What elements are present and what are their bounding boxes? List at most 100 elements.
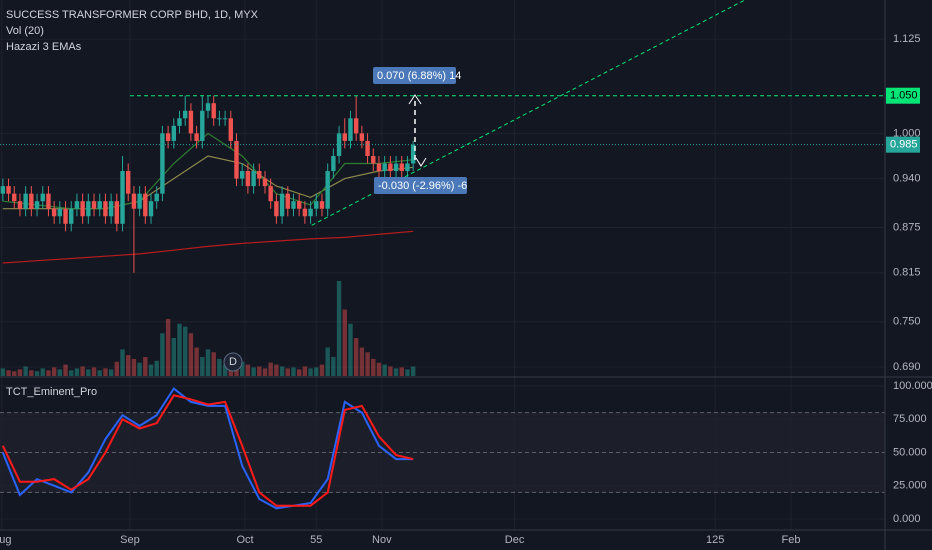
osc-title: TCT_Eminent_Pro [6,386,97,398]
candle-body [314,201,319,209]
arrow-head [408,94,422,105]
candle-body [399,163,404,172]
osc-line [1,387,414,510]
candle-body [23,193,28,209]
candle-body [86,201,91,217]
candle-body [200,110,205,141]
candle-body [388,163,393,172]
volume-bar [239,361,245,376]
candle-body [97,201,102,209]
volume-bar [177,323,182,376]
volume-bar [120,349,125,376]
x-tick-label: Oct [236,534,253,546]
candle-body [268,186,273,202]
volume-bar [302,366,308,376]
volume-bar [97,370,102,376]
candle-body [319,201,325,209]
candle-body [137,193,142,209]
x-tick-label: 55 [310,534,322,546]
volume-bar [291,367,296,376]
volume-bar [319,364,325,376]
indicator-label: Vol (20) [6,25,44,37]
candle-body [239,171,245,179]
volume-bar [188,333,194,376]
volume-bar [308,368,313,376]
candle-body [405,163,410,172]
volume-bar [268,362,273,376]
candle-body [285,193,290,209]
dividend-marker[interactable] [223,352,243,372]
candle-body [353,118,359,134]
main-title: SUCCESS TRANSFORMER CORP BHD, 1D, MYX [6,9,259,21]
volume-bar [131,358,137,376]
volume-bar [148,364,154,376]
last-price-label: 0.985 [890,139,918,151]
y-tick-label: 0.940 [893,172,921,184]
volume-bar [91,367,97,376]
candle-body [171,125,177,141]
y-tick-label: 0.815 [893,267,921,279]
candle-body [296,201,302,209]
candle-body [234,140,239,179]
volume-bar [325,347,330,376]
volume-bar [279,366,285,376]
volume-bar [376,362,382,376]
volume-bar [365,352,370,376]
volume-bar [336,281,342,376]
y-tick-label: 50.000 [893,446,927,458]
volume-bar [69,370,74,376]
x-tick-label: Nov [372,534,392,546]
candle-body [274,201,279,217]
candle-body [382,163,387,172]
candle-body [228,118,233,141]
candle-body [17,201,23,209]
volume-bar [6,370,11,376]
candle-body [217,118,222,120]
candle-body [365,140,370,156]
volume-bar [388,366,393,376]
candle-body [80,201,85,217]
dividend-label[interactable]: D [229,356,237,368]
volume-bar [410,366,416,376]
candle-body [188,110,194,134]
volume-bar [74,368,80,376]
last-price-tag [886,136,920,153]
ema-line [2,230,414,264]
candle-body [120,171,125,224]
candle-body [63,208,68,224]
candle-body [177,118,182,126]
candle-body [114,201,120,224]
indicator-label: Hazazi 3 EMAs [6,41,82,53]
candle-body [46,193,51,209]
volume-bar [222,364,228,376]
candle-body [12,193,17,202]
candle-body [376,163,382,172]
candle-body [251,171,256,187]
x-tick-label: Sep [120,534,140,546]
osc-line [1,394,414,507]
volume-bar [29,370,34,376]
candle-body [131,193,137,209]
measure-label: -0.030 (-2.96%) -6 [378,180,467,192]
volume-bar [211,352,216,376]
volume-bar [143,357,148,376]
grid [0,0,885,530]
y-tick-label: 100.000 [893,380,932,392]
volume-bar [12,371,17,376]
volume-bar [359,347,365,376]
candle-body [143,193,148,217]
candle-body [205,103,211,111]
candle-body [262,178,268,187]
measure-label: 0.070 (6.88%) 14 [377,70,461,82]
y-tick-label: 0.690 [893,361,921,373]
arrow-head [415,157,427,167]
candle-body [51,208,57,217]
candle-body [342,133,347,141]
candle-body [291,201,296,209]
volume-bar [257,366,262,376]
candle-body [393,163,399,172]
volume-bar [114,361,120,376]
candle-body [331,155,336,172]
y-tick-label: 0.750 [893,316,921,328]
candle-body [348,118,353,141]
